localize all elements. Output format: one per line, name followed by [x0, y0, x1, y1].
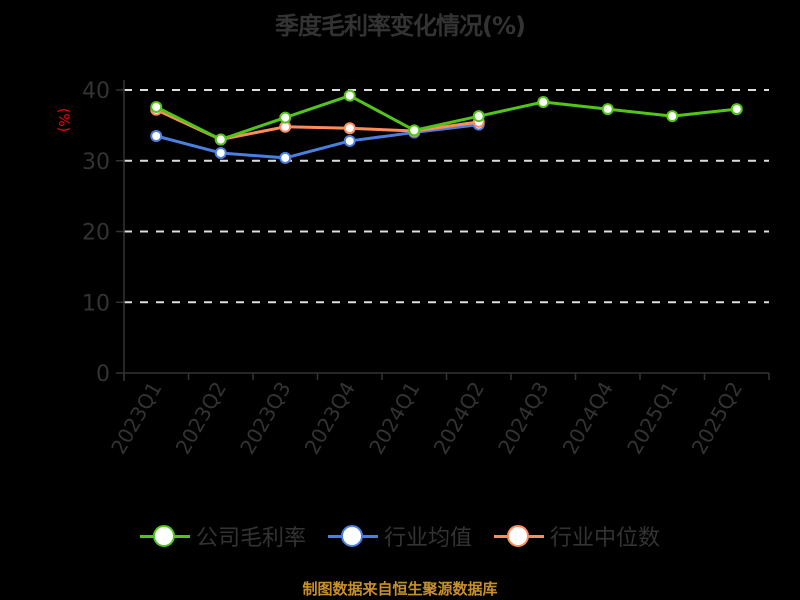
data-point[interactable] — [343, 122, 356, 135]
series-line — [155, 108, 479, 142]
legend-marker-icon — [327, 524, 378, 548]
data-point[interactable] — [472, 110, 485, 123]
y-tick-label: 40 — [82, 79, 110, 104]
legend-item-company[interactable]: 公司毛利率 — [139, 520, 306, 552]
x-tick-label: 2024Q1 — [364, 378, 424, 459]
data-point[interactable] — [279, 151, 292, 164]
legend-item-industry-avg[interactable]: 行业均值 — [327, 520, 472, 552]
data-point[interactable] — [537, 96, 550, 109]
data-point[interactable] — [214, 133, 227, 146]
legend-item-industry-median[interactable]: 行业中位数 — [494, 520, 660, 552]
y-tick-label: 20 — [82, 221, 110, 246]
chart-title: 季度毛利率变化情况(%) — [275, 12, 526, 40]
x-tick-label: 2023Q3 — [235, 378, 295, 459]
data-point[interactable] — [343, 89, 356, 102]
series-line — [155, 123, 479, 160]
x-tick-label: 2025Q1 — [622, 378, 682, 459]
x-tick-label: 2023Q1 — [106, 378, 166, 459]
x-tick-label: 2023Q4 — [300, 378, 360, 459]
series-line — [155, 94, 737, 142]
legend-label: 行业中位数 — [550, 526, 661, 551]
x-tick-label: 2023Q2 — [171, 378, 231, 459]
y-tick-label: 0 — [96, 362, 110, 387]
legend-label: 公司毛利率 — [195, 526, 306, 551]
data-point[interactable] — [150, 129, 163, 142]
x-tick-label: 2024Q3 — [493, 378, 553, 459]
y-tick-label: 10 — [82, 291, 110, 316]
data-point[interactable] — [666, 110, 679, 123]
y-tick-label: 30 — [82, 150, 110, 175]
data-point[interactable] — [343, 134, 356, 147]
legend-marker-icon — [494, 524, 544, 548]
data-point[interactable] — [730, 103, 743, 116]
data-point[interactable] — [150, 100, 163, 113]
data-point[interactable] — [214, 146, 227, 159]
data-source-note: 制图数据来自恒生聚源数据库 — [302, 580, 498, 598]
legend-label: 行业均值 — [383, 526, 472, 551]
x-tick-label: 2025Q2 — [687, 378, 747, 459]
data-point[interactable] — [601, 103, 614, 116]
data-point[interactable] — [279, 111, 292, 124]
x-tick-label: 2024Q4 — [558, 378, 618, 459]
data-point[interactable] — [408, 124, 421, 137]
x-tick-label: 2024Q2 — [429, 378, 489, 459]
legend: 公司毛利率 行业均值 行业中位数 — [0, 520, 800, 552]
legend-marker-icon — [139, 524, 190, 548]
